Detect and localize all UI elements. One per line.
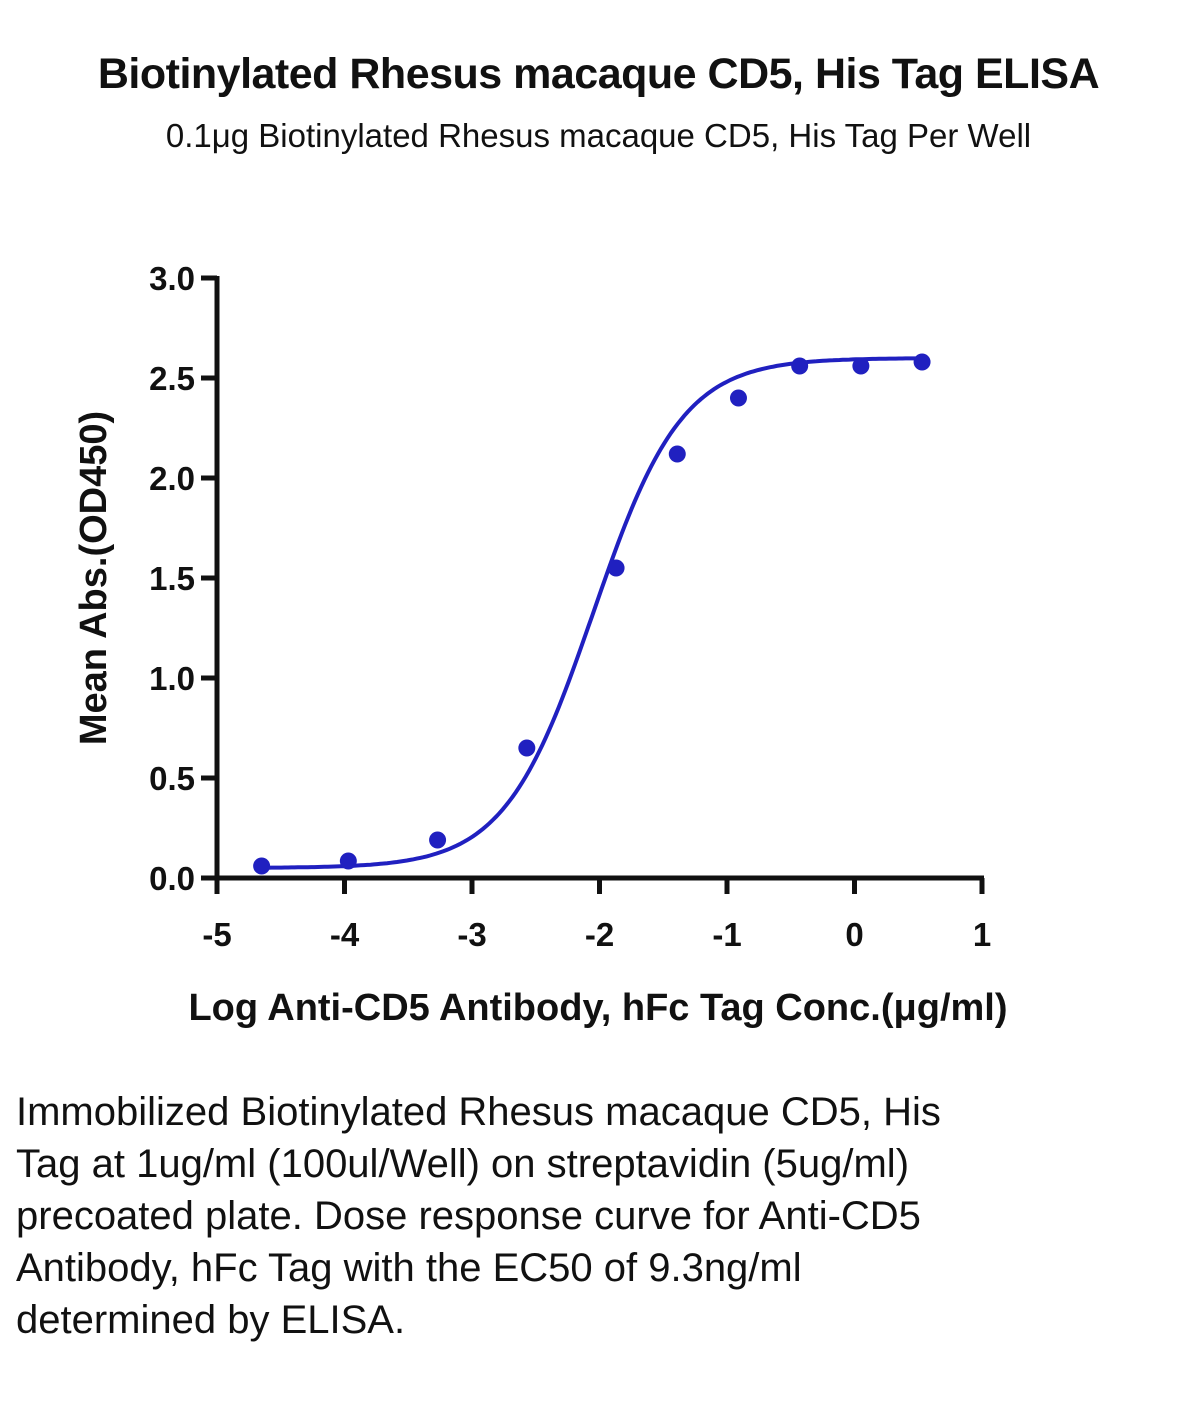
data-point [791,357,809,375]
figure-caption: Immobilized Biotinylated Rhesus macaque … [16,1090,941,1342]
data-point [339,852,357,870]
x-tick-label: -4 [330,916,360,953]
x-tick-label: -1 [712,916,741,953]
fit-curve-line [261,356,923,870]
data-point [852,357,870,375]
x-tick-label: 1 [973,916,991,953]
data-point [913,353,931,371]
y-tick-label: 3.0 [149,260,195,297]
data-point [518,739,536,757]
y-tick-label: 1.5 [149,560,195,597]
plot-group: 0.0 0.5 1.0 1.5 2.0 2.5 3.0 -5 -4 -3 -2 -1 0 1 [149,260,991,953]
chart-subtitle: 0.1μg Biotinylated Rhesus macaque CD5, H… [165,117,1032,154]
y-tick-label: 2.0 [149,460,195,497]
data-point [729,389,747,407]
elisa-chart: 0.0 0.5 1.0 1.5 2.0 2.5 3.0 -5 -4 -3 -2 -1 0 1 Log An… [73,260,1008,1029]
y-tick-label: 0.0 [149,860,195,897]
y-tick-label: 0.5 [149,760,195,797]
x-tick-label: -2 [585,916,614,953]
data-point [429,831,447,849]
x-tick-label: 0 [845,916,863,953]
y-tick-label: 1.0 [149,660,195,697]
x-tick-label: -3 [457,916,486,953]
x-tick-label: -5 [202,916,231,953]
y-axis-title: Mean Abs.(OD450) [73,411,115,745]
data-point [607,559,625,577]
y-tick-label: 2.5 [149,360,195,397]
data-point [668,445,686,463]
data-point [253,857,271,875]
chart-title: Biotinylated Rhesus macaque CD5, His Tag… [97,50,1100,98]
x-axis-title: Log Anti-CD5 Antibody, hFc Tag Conc.(μg/… [188,987,1007,1029]
